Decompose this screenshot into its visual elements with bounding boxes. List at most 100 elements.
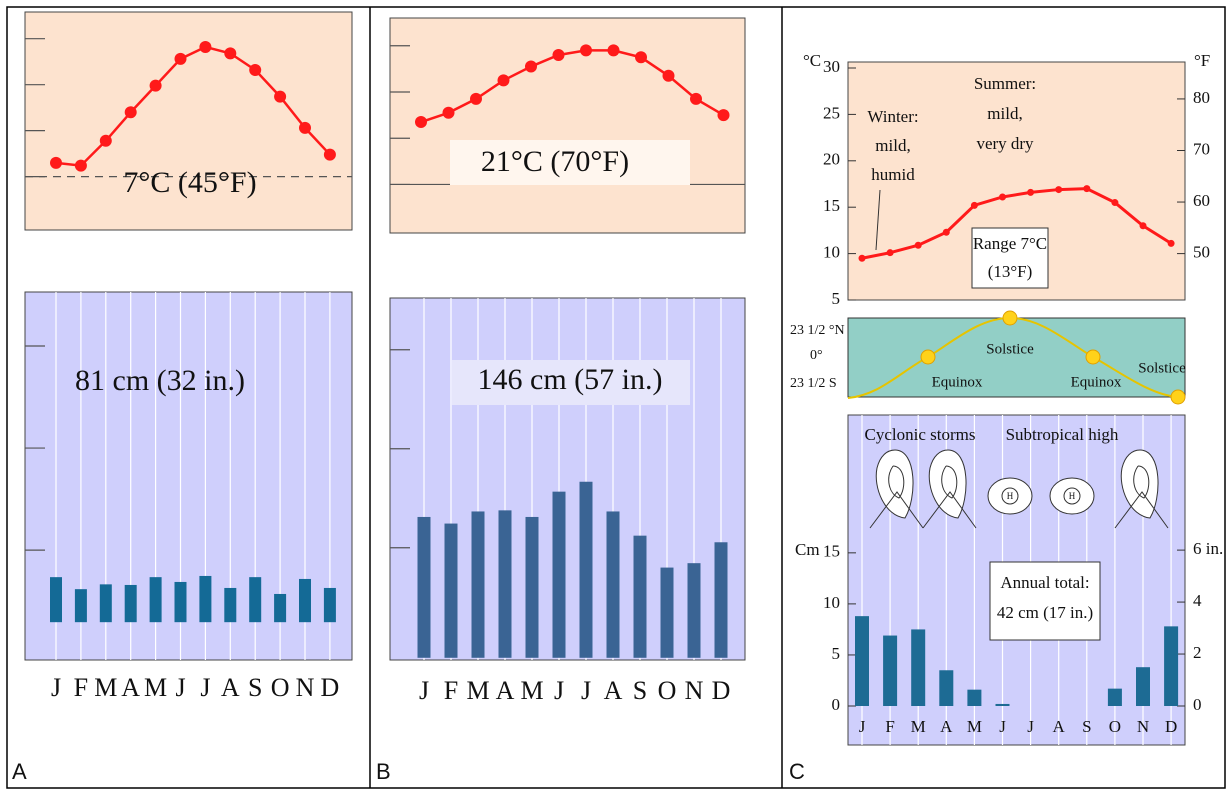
- annotation: mild,: [987, 104, 1022, 123]
- x-tick-label: M: [520, 676, 543, 705]
- bar: [444, 523, 458, 658]
- marker: [50, 156, 62, 169]
- annotation: (13°F): [988, 262, 1033, 281]
- bar: [149, 577, 162, 623]
- sun: [1002, 310, 1018, 326]
- y-tick-label: 30: [823, 57, 840, 76]
- marker: [497, 74, 510, 87]
- annotation: 146 cm (57 in.): [478, 363, 663, 396]
- x-tick-label: A: [604, 676, 623, 705]
- annotation: 21°C (70°F): [481, 145, 629, 178]
- marker: [662, 69, 675, 82]
- x-tick-label: M: [911, 717, 926, 736]
- annotation: Cyclonic storms: [865, 425, 976, 444]
- bar: [1107, 688, 1122, 706]
- y2-tick-label: 2: [1193, 643, 1202, 662]
- annotation-box: [971, 227, 1049, 289]
- bar: [199, 575, 212, 623]
- bar: [995, 703, 1010, 706]
- annotation: Subtropical high: [1006, 425, 1119, 444]
- panel-label: C: [789, 759, 805, 784]
- annotation: Range 7°C: [973, 234, 1047, 253]
- marker: [580, 44, 592, 57]
- bar: [660, 567, 674, 658]
- x-tick-label: J: [200, 673, 210, 702]
- latitude-label: 23 1/2 S: [790, 376, 837, 391]
- x-tick-label: J: [175, 673, 185, 702]
- annotation: very dry: [976, 134, 1034, 153]
- marker: [914, 241, 922, 249]
- x-tick-label: S: [248, 673, 262, 702]
- x-tick-label: M: [144, 673, 167, 702]
- x-tick-label: A: [940, 717, 953, 736]
- marker: [442, 106, 455, 119]
- y-axis-label: °C: [803, 51, 821, 70]
- bar: [967, 689, 982, 706]
- marker: [99, 134, 112, 147]
- high-icon: [1049, 477, 1095, 515]
- marker: [1167, 239, 1175, 247]
- pointer: [875, 189, 881, 251]
- bar: [99, 584, 112, 623]
- y2-axis-label: °F: [1194, 51, 1210, 70]
- marker: [1027, 188, 1035, 196]
- marker: [274, 90, 287, 103]
- marker: [635, 51, 647, 64]
- x-tick-label: S: [1082, 717, 1091, 736]
- annotation: 42 cm (17 in.): [997, 603, 1093, 622]
- y2-tick-label: 80: [1193, 88, 1210, 107]
- x-tick-label: O: [271, 673, 290, 702]
- y-tick-label: 15: [823, 196, 840, 215]
- bar: [606, 511, 620, 658]
- x-tick-label: S: [633, 676, 647, 705]
- bar: [274, 593, 287, 623]
- annotation: Annual total:: [1000, 573, 1089, 592]
- high-label: H: [1007, 491, 1014, 501]
- bar: [939, 670, 954, 706]
- y2-tick-label: 70: [1193, 139, 1210, 158]
- bar: [911, 629, 926, 706]
- y2-tick-label: 4: [1193, 591, 1202, 610]
- marker: [470, 92, 482, 105]
- y-tick-label: 10: [823, 593, 840, 612]
- sun-path-band: [847, 310, 1186, 405]
- bar: [883, 635, 898, 706]
- high-icon: [987, 477, 1033, 515]
- y-tick-label: 20: [823, 150, 840, 169]
- x-tick-label: O: [658, 676, 677, 705]
- bar: [714, 542, 728, 658]
- marker: [552, 48, 565, 61]
- y2-tick-label: 0: [1193, 695, 1202, 714]
- plot-background: [24, 11, 353, 231]
- x-tick-label: J: [419, 676, 429, 705]
- bar: [124, 584, 137, 623]
- x-tick-label: F: [885, 717, 894, 736]
- y2-tick-label: 50: [1193, 243, 1210, 262]
- marker: [607, 44, 620, 57]
- marker: [942, 228, 950, 236]
- y-axis-label: Cm: [795, 540, 820, 559]
- bar: [323, 587, 336, 623]
- frame: [6, 6, 1226, 789]
- marker: [690, 92, 702, 105]
- x-tick-label: M: [466, 676, 489, 705]
- marker: [1083, 185, 1091, 193]
- y-tick-label: 25: [823, 103, 840, 122]
- x-tick-label: N: [296, 673, 315, 702]
- annotation-box: [989, 561, 1101, 641]
- bar: [687, 563, 701, 658]
- x-tick-label: J: [581, 676, 591, 705]
- x-tick-label: N: [685, 676, 704, 705]
- x-tick-label: A: [1053, 717, 1066, 736]
- x-tick-label: M: [94, 673, 117, 702]
- panel-label: A: [12, 759, 27, 784]
- bar: [1164, 626, 1179, 706]
- high-ring: [1001, 487, 1019, 505]
- bar: [633, 535, 647, 658]
- x-tick-label: J: [859, 717, 866, 736]
- cyclone-swirl: [922, 465, 977, 529]
- bar: [74, 589, 87, 623]
- x-tick-label: A: [221, 673, 240, 702]
- annotation-box: [452, 360, 690, 405]
